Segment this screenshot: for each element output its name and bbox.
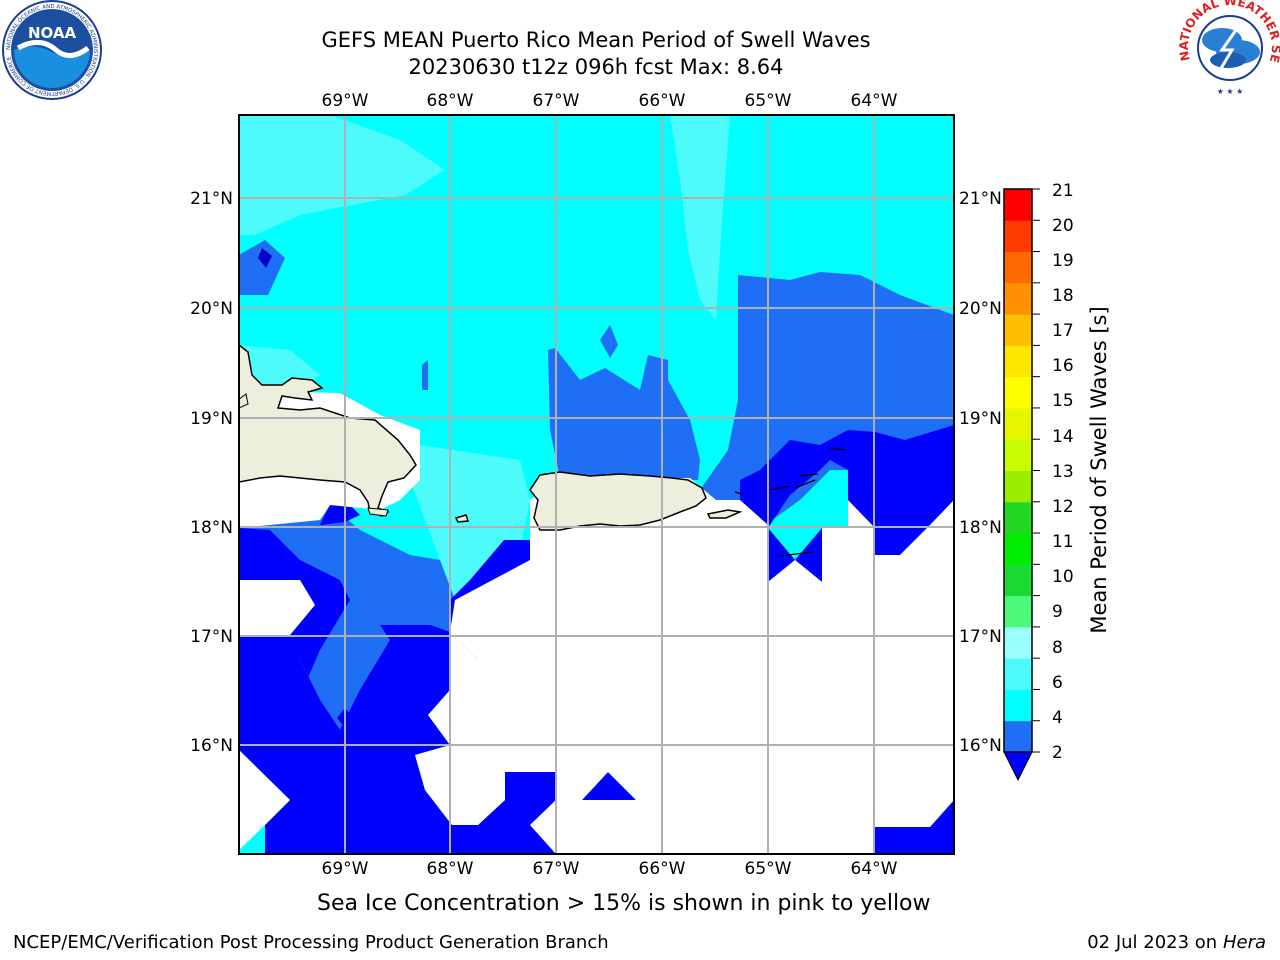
colorbar-swatch xyxy=(1004,595,1032,628)
lat-labels-right: 21°N 20°N 19°N 18°N 17°N 16°N xyxy=(959,189,1002,756)
lat-label: 20°N xyxy=(959,299,1002,319)
lon-label: 67°W xyxy=(533,91,580,111)
lon-label: 69°W xyxy=(322,91,369,111)
colorbar-tick: 14 xyxy=(1052,427,1074,447)
colorbar: 21 20 19 18 17 16 15 14 13 12 11 10 9 8 … xyxy=(1003,181,1111,782)
lat-label: 17°N xyxy=(959,627,1002,647)
footer-host: Hera xyxy=(1222,932,1266,953)
land-vieques xyxy=(706,509,743,519)
lat-label: 19°N xyxy=(959,409,1002,429)
colorbar-tick: 16 xyxy=(1052,356,1074,376)
lon-label: 65°W xyxy=(745,859,792,879)
map-subtitle-forecast: 20230630 t12z 096h fcst Max: 8.64 xyxy=(408,55,784,79)
colorbar-tick: 9 xyxy=(1052,602,1063,622)
colorbar-tick: 6 xyxy=(1052,673,1063,693)
lon-label: 64°W xyxy=(851,91,898,111)
colorbar-swatch xyxy=(1004,376,1032,409)
land-mona-island xyxy=(454,514,470,523)
lat-label: 20°N xyxy=(190,299,233,319)
swell-field-below-2 xyxy=(239,248,954,854)
lon-label: 66°W xyxy=(639,859,686,879)
lon-label: 68°W xyxy=(427,91,474,111)
colorbar-tick: 21 xyxy=(1052,181,1074,201)
colorbar-swatch xyxy=(1004,564,1032,597)
lat-labels-left: 21°N 20°N 19°N 18°N 17°N 16°N xyxy=(190,189,233,756)
colorbar-tick: 12 xyxy=(1052,497,1074,517)
lat-label: 21°N xyxy=(190,189,233,209)
colorbar-tick: 10 xyxy=(1052,567,1074,587)
colorbar-swatch xyxy=(1004,407,1032,440)
lon-label: 66°W xyxy=(639,91,686,111)
colorbar-tick: 2 xyxy=(1052,743,1063,763)
colorbar-tick: 15 xyxy=(1052,391,1074,411)
colorbar-swatch xyxy=(1004,470,1032,503)
lat-label: 18°N xyxy=(959,518,1002,538)
lat-label: 19°N xyxy=(190,409,233,429)
lat-label: 21°N xyxy=(959,189,1002,209)
colorbar-swatch xyxy=(1004,501,1032,534)
lon-label: 67°W xyxy=(533,859,580,879)
colorbar-ticks: 21 20 19 18 17 16 15 14 13 12 11 10 9 8 … xyxy=(1052,181,1074,763)
map-frame xyxy=(238,114,955,855)
lon-labels-top: 69°W 68°W 67°W 66°W 65°W 64°W xyxy=(322,91,898,111)
footer-date: 02 Jul 2023 on Hera xyxy=(1087,932,1266,953)
colorbar-swatch xyxy=(1004,439,1032,471)
colorbar-label: Mean Period of Swell Waves [s] xyxy=(1087,306,1111,633)
colorbar-swatch xyxy=(1004,658,1032,690)
colorbar-swatch xyxy=(1004,220,1032,253)
lat-label: 16°N xyxy=(190,736,233,756)
lon-label: 65°W xyxy=(745,91,792,111)
lon-labels-bottom: 69°W 68°W 67°W 66°W 65°W 64°W xyxy=(322,859,898,879)
colorbar-tick: 4 xyxy=(1052,708,1063,728)
colorbar-tick: 20 xyxy=(1052,216,1074,236)
colorbar-tick: 13 xyxy=(1052,462,1074,482)
lat-label: 16°N xyxy=(959,736,1002,756)
noaa-logo: NOAA NATIONAL OCEANIC AND ATMOSPHERIC AD… xyxy=(2,0,102,100)
nws-logo: NATIONAL WEATHER SERVICE ★ ★ ★ xyxy=(0,0,1280,96)
graticule xyxy=(239,115,954,854)
nws-ring-text: NATIONAL WEATHER SERVICE xyxy=(0,0,1280,64)
lon-label: 64°W xyxy=(851,859,898,879)
colorbar-swatch xyxy=(1004,314,1032,346)
colorbar-swatch xyxy=(1004,251,1032,284)
lat-label: 17°N xyxy=(190,627,233,647)
colorbar-tick: 17 xyxy=(1052,321,1074,341)
map-area xyxy=(239,115,954,854)
colorbar-tick: 11 xyxy=(1052,532,1074,552)
colorbar-swatch xyxy=(1004,282,1032,315)
colorbar-swatch xyxy=(1004,345,1032,378)
colorbar-tick: 19 xyxy=(1052,251,1074,271)
colorbar-tick: 18 xyxy=(1052,286,1074,306)
lat-label: 18°N xyxy=(190,518,233,538)
colorbar-swatch xyxy=(1004,720,1032,753)
svg-text:★ ★ ★: ★ ★ ★ xyxy=(1217,87,1244,96)
colorbar-extend-arrow xyxy=(1003,751,1033,782)
colorbar-swatch xyxy=(1004,626,1032,659)
lon-label: 68°W xyxy=(427,859,474,879)
colorbar-swatch xyxy=(1004,189,1032,221)
colorbar-swatch xyxy=(1004,689,1032,722)
land-virgin-islands xyxy=(734,447,846,557)
colorbar-swatches xyxy=(1004,189,1032,753)
colorbar-swatch xyxy=(1004,533,1032,565)
colorbar-tick: 8 xyxy=(1052,638,1063,658)
lon-label: 69°W xyxy=(322,859,369,879)
map-title: GEFS MEAN Puerto Rico Mean Period of Swe… xyxy=(321,28,871,52)
land-hispaniola xyxy=(239,344,417,517)
footer-credit: NCEP/EMC/Verification Post Processing Pr… xyxy=(13,932,609,953)
noaa-logo-text: NOAA xyxy=(28,24,77,42)
